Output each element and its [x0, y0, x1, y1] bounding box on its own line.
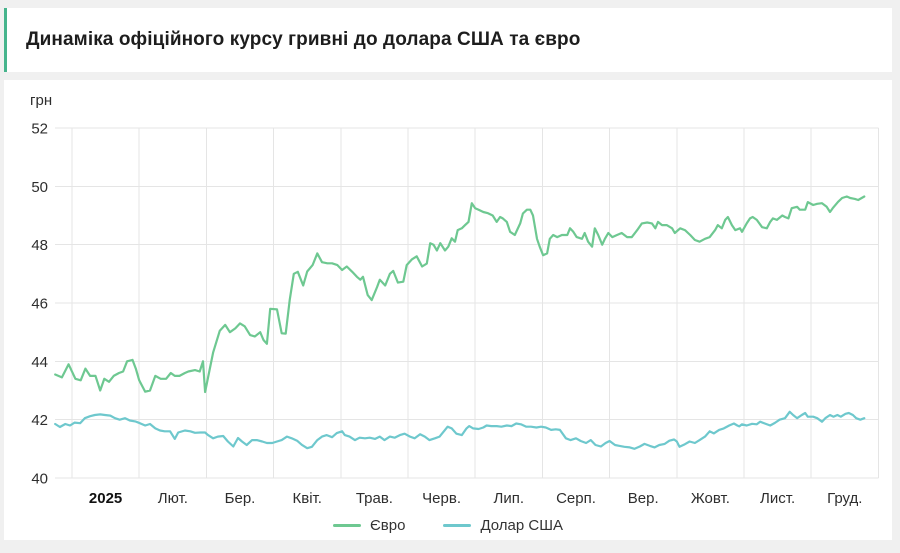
svg-text:Лист.: Лист. [760, 490, 795, 507]
svg-text:2025: 2025 [89, 490, 122, 507]
svg-text:46: 46 [31, 296, 48, 313]
chart-svg[interactable]: 40 42 44 46 48 50 52 2025 Лют. Бер. Квіт. Трав. Черв… [4, 80, 892, 510]
euro-legend-label: Євро [370, 517, 406, 534]
svg-text:Серп.: Серп. [556, 490, 596, 507]
chart-card: 40 42 44 46 48 50 52 2025 Лют. Бер. Квіт. Трав. Черв… [4, 80, 892, 540]
svg-text:44: 44 [31, 354, 48, 371]
widget-header: Динаміка офіційного курсу гривні до дола… [4, 8, 892, 72]
svg-text:48: 48 [31, 237, 48, 254]
usd-legend-label: Долар США [480, 517, 563, 534]
chart-title: Динаміка офіційного курсу гривні до дола… [26, 29, 581, 50]
usd-rate-line[interactable] [54, 410, 866, 450]
chart-legend: Євро Долар США [4, 517, 892, 534]
svg-text:Вер.: Вер. [628, 490, 659, 507]
svg-text:40: 40 [31, 471, 48, 488]
svg-text:Трав.: Трав. [356, 490, 393, 507]
svg-text:50: 50 [31, 179, 48, 196]
svg-text:Жовт.: Жовт. [691, 490, 730, 507]
svg-text:42: 42 [31, 412, 48, 429]
svg-text:Квіт.: Квіт. [292, 490, 321, 507]
svg-text:Лип.: Лип. [494, 490, 525, 507]
grid-lines [55, 127, 879, 479]
legend-item-usd: Долар США [443, 517, 563, 534]
legend-item-euro: Євро [333, 517, 405, 534]
x-axis-tick-labels: 2025 Лют. Бер. Квіт. Трав. Черв. Лип. Серп. Вер.… [89, 490, 863, 507]
y-axis-unit-label: грн [30, 92, 53, 109]
svg-text:Лют.: Лют. [158, 490, 188, 507]
svg-text:Груд.: Груд. [827, 490, 862, 507]
svg-text:Бер.: Бер. [225, 490, 256, 507]
euro-rate-line[interactable] [54, 195, 866, 394]
y-axis-tick-labels: 40 42 44 46 48 50 52 [31, 121, 48, 488]
svg-text:52: 52 [31, 121, 48, 138]
usd-line-swatch [443, 524, 472, 527]
svg-text:Черв.: Черв. [422, 490, 461, 507]
euro-line-swatch [333, 524, 362, 527]
